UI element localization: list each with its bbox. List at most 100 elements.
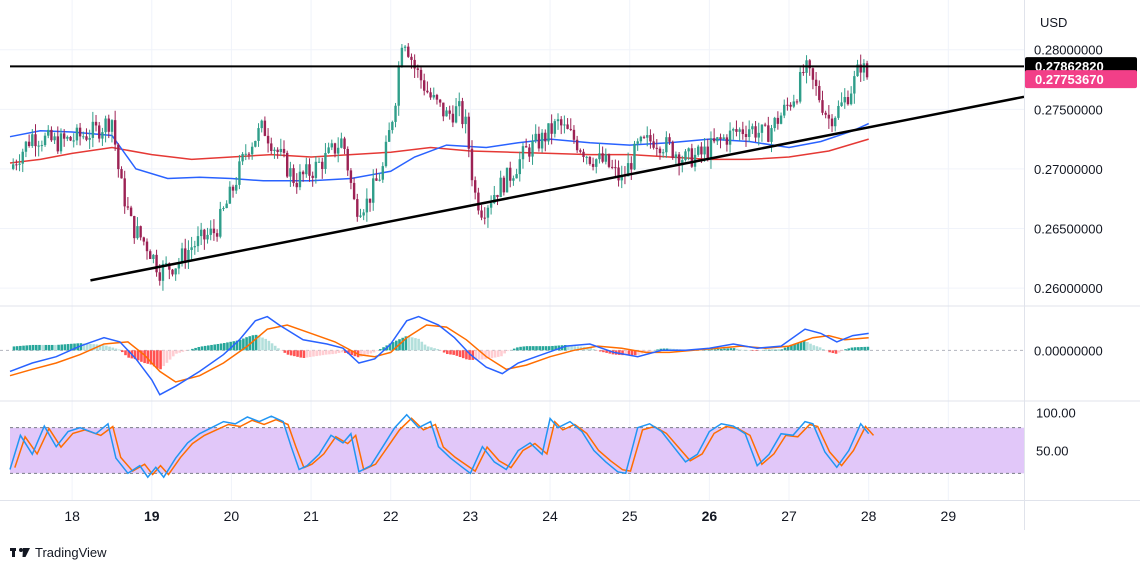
macd-histogram-bar — [299, 350, 303, 358]
macd-histogram-bar — [347, 350, 350, 355]
candle-body — [413, 59, 416, 69]
stochastic-pane[interactable] — [9, 413, 1024, 479]
macd-histogram-bar — [551, 345, 554, 351]
candle-body — [505, 167, 509, 193]
candle-body — [773, 117, 776, 129]
candle-body — [98, 125, 101, 139]
candle-body — [308, 164, 311, 176]
macd-histogram-bar — [308, 350, 312, 358]
stochastic-d-line — [14, 417, 875, 476]
candle-body — [544, 132, 547, 142]
macd-histogram-bar — [535, 346, 538, 351]
macd-histogram-bar — [82, 343, 86, 351]
candle-body — [834, 117, 837, 127]
macd-histogram-bar — [742, 349, 745, 351]
macd-histogram-bar — [328, 350, 331, 355]
macd-histogram-bar — [200, 346, 204, 351]
macd-histogram-bar — [605, 350, 608, 353]
macd-histogram-bar — [522, 346, 526, 351]
price-tick-label: 0.26000000 — [1034, 281, 1103, 296]
macd-histogram-bar — [745, 350, 749, 351]
macd-histogram-bar — [528, 346, 532, 351]
candle-body — [712, 138, 716, 142]
macd-histogram-bar — [815, 346, 819, 351]
macd-histogram-bar — [318, 350, 322, 356]
candle-body — [779, 115, 783, 124]
candle-body — [219, 208, 222, 237]
macd-histogram-bar — [293, 350, 296, 357]
candle-body — [486, 207, 490, 218]
macd-histogram-bar — [796, 342, 800, 351]
macd-histogram-bar — [554, 345, 557, 351]
macd-histogram-bar — [267, 340, 271, 351]
candle-body — [630, 163, 633, 170]
macd-pane[interactable] — [0, 315, 1024, 396]
candle-body — [626, 163, 630, 177]
macd-histogram-bar — [847, 348, 851, 351]
candle-body — [196, 236, 200, 247]
candle-body — [164, 263, 168, 265]
candle-body — [610, 166, 614, 168]
candle-body — [429, 92, 432, 98]
macd-histogram-bar — [47, 344, 51, 351]
candle-body — [321, 161, 324, 169]
candle-body — [34, 134, 37, 147]
macd-histogram-bar — [786, 345, 790, 351]
tradingview-logo[interactable]: TradingView — [10, 545, 107, 560]
macd-histogram-bar — [19, 345, 22, 351]
candle-body — [123, 178, 126, 207]
tradingview-logo-icon — [10, 548, 30, 557]
candle-body — [416, 68, 420, 70]
candle-body — [700, 146, 703, 155]
price-pane[interactable] — [9, 43, 1025, 291]
candle-body — [722, 137, 725, 140]
candle-body — [282, 148, 286, 153]
candle-body — [502, 177, 506, 193]
macd-histogram-bar — [34, 344, 38, 351]
macd-histogram-bar — [563, 345, 567, 351]
candle-body — [327, 147, 330, 153]
candle-body — [343, 138, 346, 149]
macd-histogram-bar — [669, 348, 672, 351]
price-axis[interactable]: USD 0.28000000 0.27500000 0.27000000 0.2650… — [1025, 15, 1137, 296]
time-axis[interactable]: 18 19 20 21 22 23 24 25 26 27 28 29 — [64, 508, 956, 524]
candle-body — [397, 66, 400, 106]
candle-body — [445, 110, 448, 117]
candle-body — [375, 178, 378, 181]
macd-histogram-bar — [245, 337, 248, 351]
candle-body — [273, 149, 276, 152]
candle-body — [387, 130, 391, 142]
macd-histogram-bar — [28, 345, 32, 351]
candle-body — [59, 133, 63, 152]
macd-histogram-bar — [337, 350, 341, 354]
macd-histogram-bar — [567, 345, 570, 351]
macd-histogram-bar — [369, 350, 373, 354]
candle-body — [263, 120, 267, 136]
ascending-trendline[interactable] — [90, 95, 1025, 282]
candle-body — [454, 106, 458, 123]
macd-histogram-bar — [774, 349, 777, 351]
macd-histogram-bar — [758, 350, 761, 351]
candle-body — [260, 120, 263, 129]
macd-histogram-bar — [66, 344, 70, 351]
macd-histogram-bar — [573, 346, 577, 351]
candle-body — [295, 183, 298, 188]
candle-body — [697, 146, 700, 155]
candle-body — [317, 161, 321, 163]
macd-histogram-bar — [89, 343, 92, 351]
macd-histogram-bar — [184, 350, 188, 351]
macd-histogram-bar — [468, 350, 471, 360]
macd-histogram-bar — [219, 343, 223, 351]
macd-histogram-bar — [203, 345, 207, 351]
candle-body — [716, 137, 719, 142]
candle-body — [158, 272, 161, 281]
macd-histogram-bar — [821, 348, 825, 351]
candle-body — [489, 203, 493, 208]
macd-histogram-bar — [465, 350, 468, 360]
macd-histogram-bar — [85, 343, 89, 351]
candle-body — [646, 135, 649, 138]
candle-body — [451, 113, 455, 123]
candle-body — [665, 137, 668, 153]
macd-histogram-bar — [277, 348, 280, 351]
